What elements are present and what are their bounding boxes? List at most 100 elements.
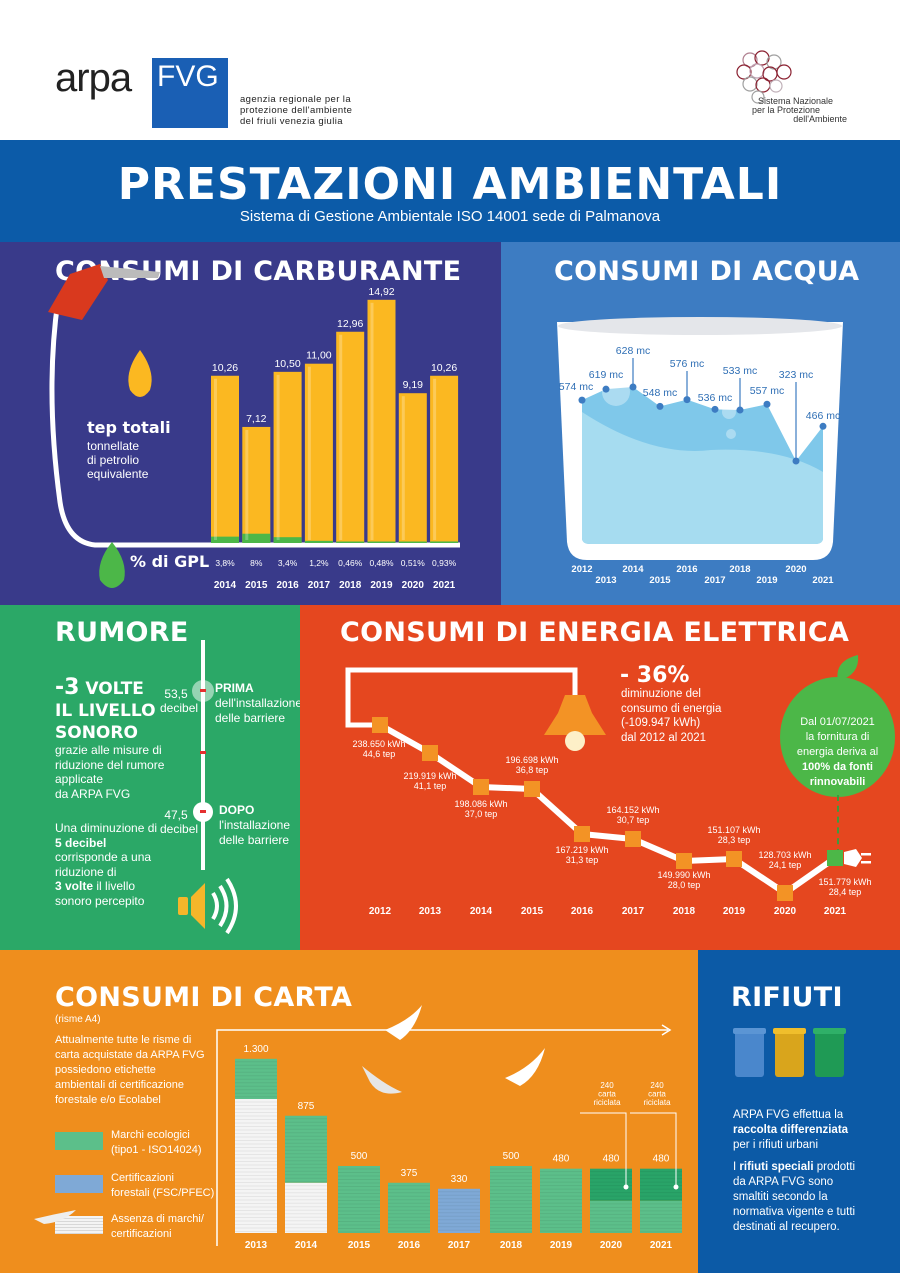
fuel-label-line: equivalente [87, 467, 149, 481]
page-title: PRESTAZIONI AMBIENTALI [117, 159, 783, 210]
kwh-label: 149.990 kWh [657, 870, 710, 880]
fuel-value-label: 10,26 [212, 362, 238, 374]
gpl-bar [398, 541, 427, 543]
gpl-percent-label: 0,46% [338, 558, 363, 568]
tep-label: 28,0 tep [668, 880, 701, 890]
noise-section: RUMORE -3 VOLTE IL LIVELLO SONORO grazie… [0, 605, 300, 950]
tep-label: 30,7 tep [617, 815, 650, 825]
energy-line [378, 722, 837, 896]
after-label: DOPO l'installazione delle barriere [219, 803, 290, 847]
year-label: 2019 [723, 906, 746, 917]
energy-point [676, 853, 692, 869]
logo-text: arpa [55, 56, 132, 100]
paper-stack-segment [540, 1168, 582, 1233]
water-point [602, 385, 610, 393]
year-label: 2017 [448, 1240, 471, 1251]
tep-label: 44,6 tep [363, 749, 396, 759]
renewable-badge: Dal 01/07/2021 la fornitura di energia d… [780, 677, 895, 797]
water-chart: 574 mc 2012 619 mc 2013 628 mc 2014 548 mc 2015… [557, 317, 843, 586]
logo-box: FVG [152, 58, 228, 128]
kwh-label: 238.650 kWh [352, 739, 405, 749]
nozzle-tip [100, 266, 160, 278]
gpl-bar [211, 536, 239, 543]
gpl-percent-label: 1,2% [309, 558, 329, 568]
water-point [763, 400, 771, 408]
glass-rim [558, 317, 842, 335]
recycled-label: 240 [600, 1081, 614, 1090]
gpl-bar [273, 537, 302, 543]
tep-label: 36,8 tep [516, 765, 549, 775]
bar-highlight [370, 302, 374, 540]
bar-highlight [276, 374, 280, 540]
lamp-icon [544, 695, 606, 735]
tep-label: 24,1 tep [769, 860, 802, 870]
fuel-bar [304, 363, 333, 543]
energy-point [524, 781, 540, 797]
paper-chart: 1.300 2013 875 2014 500 2015 375 2016 330 2017 500… [34, 1005, 682, 1251]
fuel-value-label: 12,96 [337, 318, 363, 330]
noise-scale-line [201, 640, 205, 870]
bar-highlight [214, 378, 217, 540]
year-label: 2021 [812, 575, 834, 586]
water-value-label: 533 mc [723, 365, 757, 377]
year-label: 2016 [571, 906, 594, 917]
paper-value-label: 330 [451, 1174, 468, 1185]
year-label: 2013 [245, 1240, 268, 1251]
year-label: 2020 [600, 1240, 623, 1251]
water-point [629, 383, 637, 391]
water-point [578, 396, 586, 404]
paper-value-label: 875 [298, 1101, 315, 1112]
fuel-bar [336, 331, 365, 543]
year-label: 2016 [276, 580, 299, 591]
kwh-label: 196.698 kWh [505, 755, 558, 765]
water-title: CONSUMI DI ACQUA [554, 256, 860, 287]
after-dot [200, 810, 206, 813]
bulb [565, 731, 585, 751]
leaf-icon [837, 655, 859, 681]
bubble [587, 362, 599, 374]
gpl-bar [336, 541, 365, 543]
paper-stack-segment [438, 1188, 480, 1233]
water-value-label: 536 mc [698, 392, 732, 404]
year-label: 2020 [785, 564, 806, 575]
water-point [683, 396, 691, 404]
flying-paper-icon [505, 1048, 545, 1086]
year-label: 2019 [756, 575, 777, 586]
year-label: 2015 [521, 906, 544, 917]
snpa-name: Sistema Nazionale per la Protezione dell… [752, 96, 847, 124]
recycled-label: carta [648, 1090, 666, 1099]
flying-paper-icon [385, 1005, 422, 1040]
recycled-callout-line [580, 1112, 627, 1186]
tep-label: 28,3 tep [718, 835, 751, 845]
bubble [602, 378, 630, 406]
kwh-label: 151.107 kWh [707, 825, 760, 835]
mid-dot [200, 751, 206, 754]
energy-reduction: - 36% [620, 663, 690, 688]
gpl-bar [367, 541, 396, 543]
year-label: 2015 [245, 580, 268, 591]
waste-p1: ARPA FVG effettua la raccolta differenzia… [733, 1109, 849, 1151]
water-point [736, 406, 744, 414]
recycled-label: riciclata [643, 1098, 671, 1107]
energy-point [827, 850, 843, 866]
kwh-label: 167.219 kWh [555, 845, 608, 855]
bar-highlight [307, 366, 311, 540]
gpl-bar [430, 541, 459, 543]
agency-name: agenzia regionale per la protezione dell… [240, 94, 353, 127]
water-point [711, 405, 719, 413]
snpa-logo-icon [736, 50, 792, 104]
fuel-nozzle-icon [48, 264, 108, 320]
recycled-dot [623, 1184, 629, 1190]
energy-point [625, 831, 641, 847]
bin-yellow-icon [773, 1028, 806, 1077]
paper-desc: Attualmente tutte le risme di carta acqu… [55, 1034, 205, 1106]
fuel-chart: 10,26 3,8% 2014 7,12 8% 2015 10,50 3,4% 2016 11,0… [48, 264, 460, 591]
before-dot [200, 689, 206, 692]
legend-swatch-none [55, 1216, 103, 1234]
water-value-label: 576 mc [670, 358, 704, 370]
fuel-label-line: di petrolio [87, 453, 140, 467]
fuel-drop-icon [128, 350, 152, 397]
energy-section: CONSUMI DI ENERGIA ELETTRICA - 36% dimin… [300, 605, 900, 950]
waste-section: RIFIUTI ARPA FVG effettua la raccolta dif… [698, 950, 900, 1273]
paper-stack-segment [338, 1166, 380, 1233]
